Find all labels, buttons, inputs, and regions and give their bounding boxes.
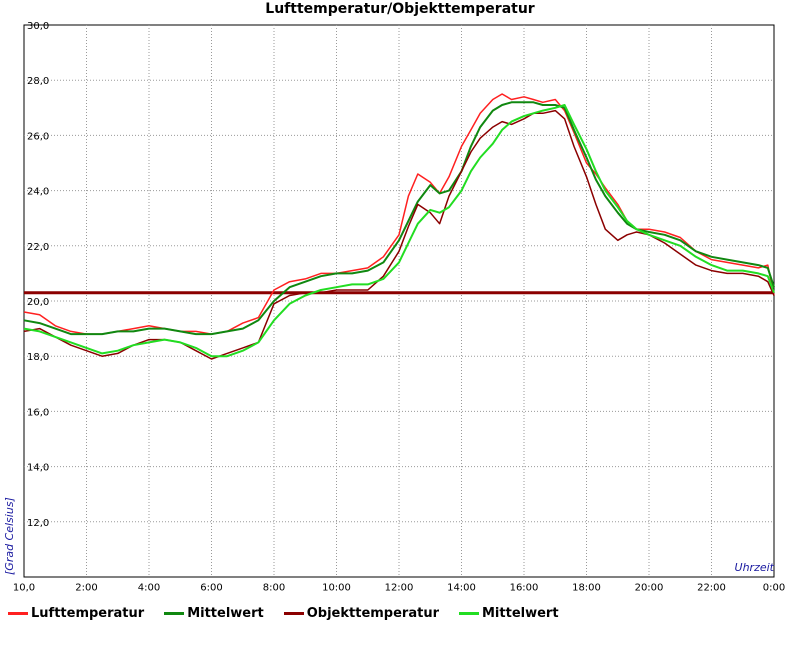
y-tick-label: 28,0 xyxy=(27,76,49,87)
y-tick-label: 24,0 xyxy=(27,187,49,198)
y-axis-label: [Grad Celsius] xyxy=(3,497,16,575)
x-axis-label: Uhrzeit xyxy=(735,561,775,574)
legend-label: Mittelwert xyxy=(482,606,559,621)
chart-title: Lufttemperatur/Objekttemperatur xyxy=(265,1,535,17)
tick-labels: 10,0 2:00 4:00 6:00 8:00 10:00 12:00 14:00 16:00… xyxy=(13,21,785,593)
x-tick-label: 6:00 xyxy=(200,582,222,593)
y-tick-label: 22,0 xyxy=(27,242,49,253)
series-line-4 xyxy=(23,104,775,358)
legend-item-1: Lufttemperatur xyxy=(8,606,144,621)
legend-item-3: Objekttemperatur xyxy=(283,606,439,621)
x-tick-label: 16:00 xyxy=(510,582,539,593)
legend-item-2: Mittelwert xyxy=(164,606,264,621)
legend-swatch xyxy=(459,612,479,615)
grid xyxy=(24,25,774,577)
x-tick-label: 4:00 xyxy=(138,582,160,593)
y-tick-label: 20,0 xyxy=(27,297,49,308)
x-tick-label: 2:00 xyxy=(75,582,97,593)
x-tick-label: 22:00 xyxy=(697,582,726,593)
legend-swatch xyxy=(164,612,185,615)
y-tick-label: 16,0 xyxy=(27,407,49,418)
legend: Lufttemperatur Mittelwert Objekttemperatur… xyxy=(8,606,579,621)
series-line-2 xyxy=(23,101,775,336)
y-tick-label: 12,0 xyxy=(27,518,49,529)
x-tick-label: 20:00 xyxy=(635,582,664,593)
legend-label: Objekttemperatur xyxy=(306,606,439,621)
x-tick-label: 0:00 xyxy=(763,582,785,593)
legend-label: Mittelwert xyxy=(187,606,264,621)
legend-swatch xyxy=(283,612,304,615)
y-tick-label: 18,0 xyxy=(27,352,49,363)
x-tick-label: 18:00 xyxy=(572,582,601,593)
x-tick-label: 14:00 xyxy=(447,582,476,593)
y-tick-label: 30,0 xyxy=(27,21,49,32)
x-tick-label: 8:00 xyxy=(263,582,285,593)
series-lines xyxy=(23,93,775,360)
y-tick-label: 14,0 xyxy=(27,463,49,474)
legend-label: Lufttemperatur xyxy=(31,606,145,621)
x-tick-label: 10:00 xyxy=(322,582,351,593)
legend-swatch xyxy=(8,612,28,615)
y-tick-label: 26,0 xyxy=(27,131,49,142)
x-tick-label: 12:00 xyxy=(385,582,414,593)
legend-item-4: Mittelwert xyxy=(459,606,559,621)
x-tick-label: 10,0 xyxy=(13,582,35,593)
